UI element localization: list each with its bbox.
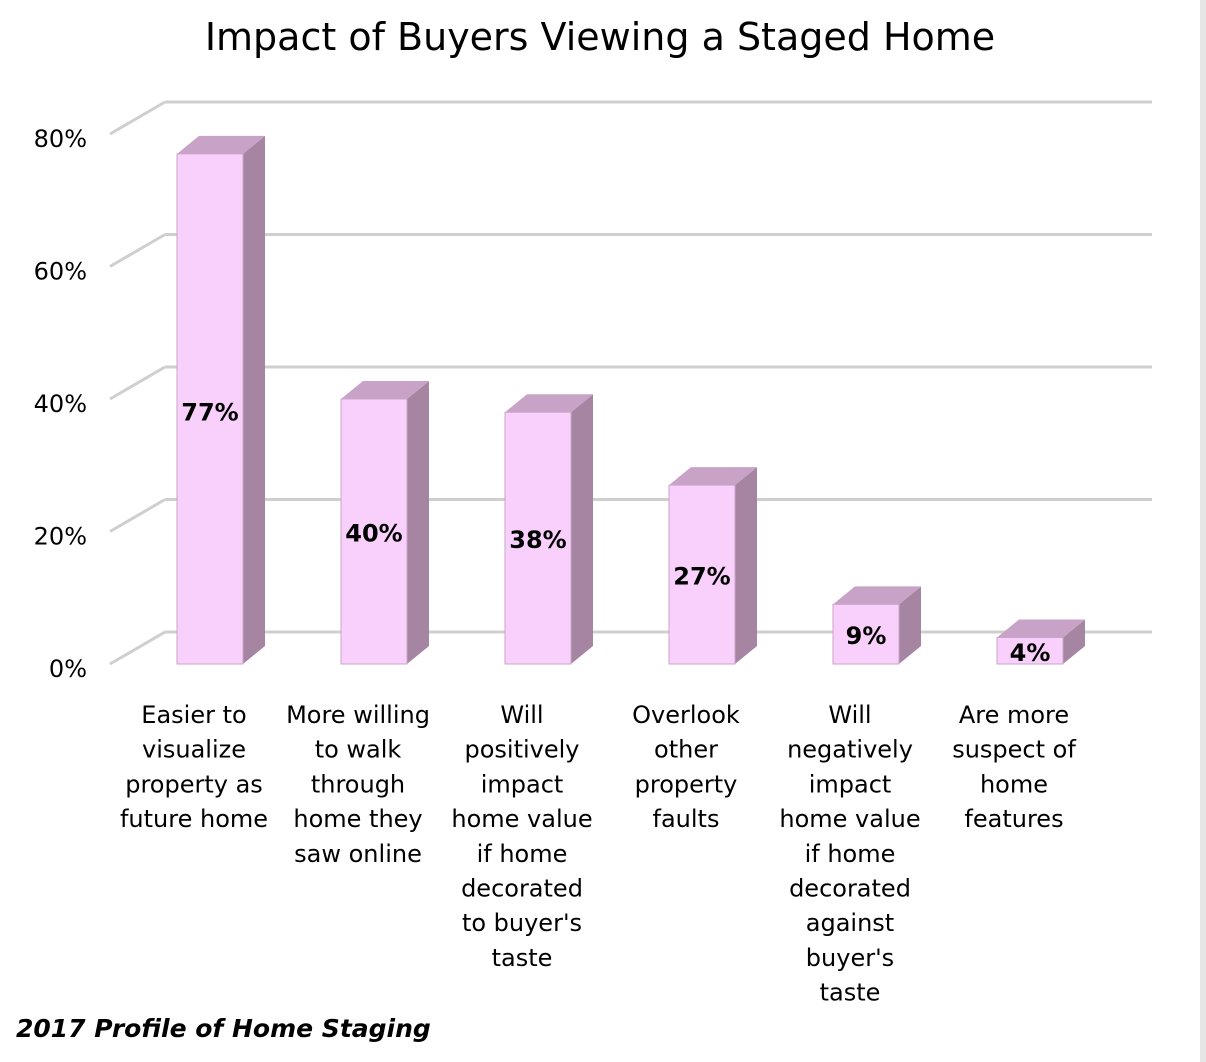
bar-front xyxy=(504,411,572,665)
category-label-line: taste xyxy=(492,944,553,972)
category-label-line: home xyxy=(980,770,1048,798)
bar-top xyxy=(833,586,921,605)
bar xyxy=(340,381,429,665)
bar-top xyxy=(669,467,757,486)
data-label: 38% xyxy=(509,526,566,554)
gridline xyxy=(109,630,1152,666)
category-label-line: Will xyxy=(500,701,543,729)
x-axis-category-labels: Easier to visualize property as future home… xyxy=(120,701,1076,1007)
window-edge xyxy=(1200,0,1206,1062)
category-label-line: suspect of xyxy=(952,736,1076,764)
category-label-line: other xyxy=(654,736,718,764)
bar xyxy=(668,467,757,665)
bar-front xyxy=(996,637,1064,665)
category-label-line: Will xyxy=(828,701,871,729)
category-label-line: visualize xyxy=(142,736,246,764)
y-tick-label: 0% xyxy=(49,655,87,683)
chart-title: Impact of Buyers Viewing a Staged Home xyxy=(205,15,995,59)
category-label-line: Overlook xyxy=(632,701,740,729)
bar xyxy=(996,619,1085,665)
category-label-line: buyer's xyxy=(806,944,894,972)
bar-top xyxy=(997,619,1085,638)
bar-side xyxy=(899,586,921,664)
bar-side xyxy=(1063,619,1085,664)
category-label-line: to walk xyxy=(315,736,402,764)
bar-top xyxy=(177,135,265,154)
category-label-line: property xyxy=(635,770,738,798)
y-tick-label: 20% xyxy=(34,523,87,551)
data-label: 27% xyxy=(673,563,730,591)
bar-front xyxy=(340,398,408,665)
gridline xyxy=(109,100,1152,136)
category-label-line: through xyxy=(311,770,405,798)
category-label-line: decorated xyxy=(789,875,911,903)
category-label-line: saw online xyxy=(294,840,422,868)
category-label-line: features xyxy=(964,805,1063,833)
category-label: Will negatively impact home value if home dec… xyxy=(779,701,920,1007)
grid xyxy=(109,100,1152,666)
category-label: Easier to visualize property as future home xyxy=(120,701,268,833)
category-label-line: against xyxy=(806,909,894,937)
category-label-line: home value xyxy=(451,805,592,833)
y-tick-label: 40% xyxy=(34,390,87,418)
category-label: Are more suspect of home features xyxy=(952,701,1076,833)
bar xyxy=(832,586,921,665)
bar-side xyxy=(571,394,593,664)
bar-top xyxy=(505,394,593,413)
category-label: Overlook other property faults xyxy=(632,701,740,833)
category-label-line: to buyer's xyxy=(462,909,582,937)
source-caption: 2017 Profile of Home Staging xyxy=(16,1014,431,1043)
category-label-line: impact xyxy=(809,770,892,798)
category-label-line: decorated xyxy=(461,875,583,903)
category-label-line: if home xyxy=(805,840,896,868)
category-label: More willing to walk through home they saw o… xyxy=(286,701,430,868)
category-label-line: home they xyxy=(293,805,422,833)
gridline xyxy=(109,233,1152,268)
y-tick-label: 80% xyxy=(34,125,87,153)
category-label-line: More willing xyxy=(286,701,430,729)
category-label-line: impact xyxy=(481,770,564,798)
gridline xyxy=(109,498,1152,533)
data-label: 4% xyxy=(1010,639,1051,667)
category-label-line: property as xyxy=(125,770,263,798)
category-label: Will positively impact home value if home dec… xyxy=(451,701,592,972)
category-label-line: Are more xyxy=(959,701,1069,729)
category-label-line: taste xyxy=(820,979,881,1007)
bar-top xyxy=(341,381,429,399)
category-label-line: future home xyxy=(120,805,268,833)
bar-side xyxy=(735,467,757,664)
y-tick-label: 60% xyxy=(34,258,87,286)
y-axis-tick-labels: 0% 20% 40% 60% 80% xyxy=(34,125,87,683)
data-label: 9% xyxy=(846,622,887,650)
category-label-line: positively xyxy=(464,736,579,764)
category-label-line: faults xyxy=(653,805,720,833)
bar-side xyxy=(407,381,429,664)
bar-front xyxy=(832,603,900,665)
gridline xyxy=(109,365,1152,401)
data-label: 40% xyxy=(345,520,402,548)
bar xyxy=(176,135,265,665)
bar xyxy=(504,394,593,665)
category-label-line: negatively xyxy=(787,736,913,764)
category-label-line: home value xyxy=(779,805,920,833)
bars xyxy=(176,135,1085,665)
bar-front xyxy=(176,153,244,665)
data-labels: 77% 40% 38% 27% 9% 4% xyxy=(181,398,1050,667)
category-label-line: if home xyxy=(477,840,568,868)
bar-front xyxy=(668,484,736,665)
data-label: 77% xyxy=(181,398,238,426)
category-label-line: Easier to xyxy=(141,701,246,729)
bar-side xyxy=(243,135,265,664)
